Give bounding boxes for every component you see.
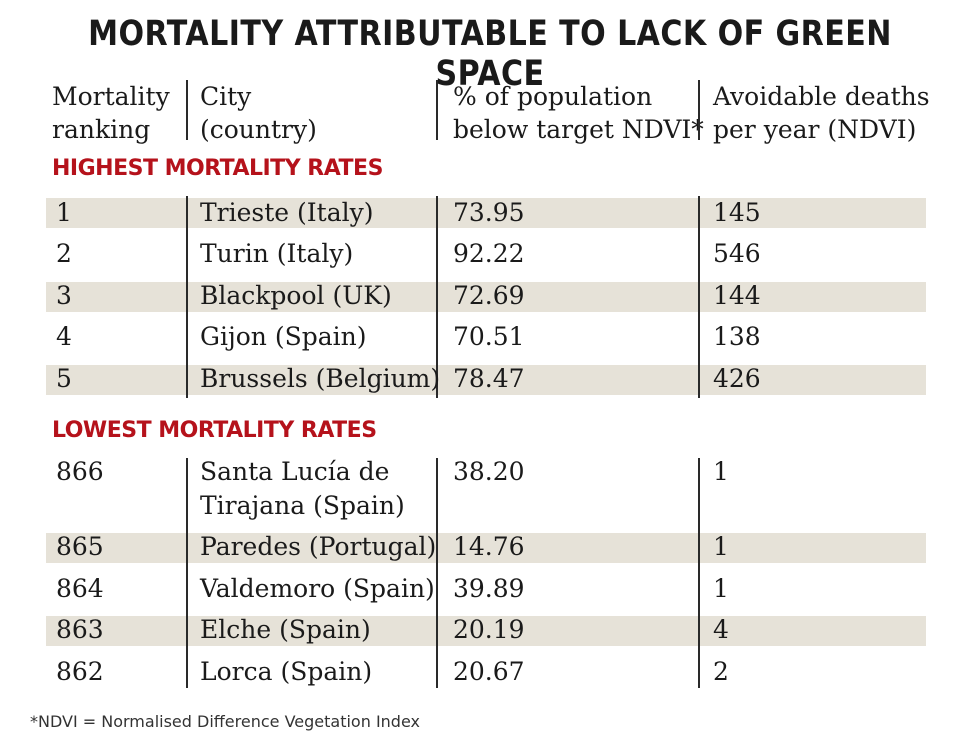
city-cell: Elche (Spain) [200,615,371,644]
rank-cell: 865 [56,532,104,561]
pct-cell: 78.47 [453,364,525,393]
rank-cell: 866 [56,457,104,486]
pct-cell: 70.51 [453,322,525,351]
column-divider [186,458,188,688]
header-deaths: Avoidable deaths per year (NDVI) [713,80,930,146]
column-divider [698,196,700,398]
header-city-line1: City [200,82,252,111]
rank-cell: 2 [56,239,72,268]
city-cell: Blackpool (UK) [200,281,392,310]
city-cell: Santa Lucía de [200,457,390,486]
header-ranking: Mortality ranking [52,80,170,146]
row-band [46,533,926,563]
deaths-cell: 2 [713,657,729,686]
header-ranking-line1: Mortality [52,82,170,111]
footnote: *NDVI = Normalised Difference Vegetation… [30,712,420,731]
row-band [46,198,926,228]
city-cell-continued: Tirajana (Spain) [200,491,405,520]
header-divider [436,80,438,140]
column-divider [436,458,438,688]
pct-cell: 38.20 [453,457,525,486]
header-ranking-line2: ranking [52,115,151,144]
table-title: MORTALITY ATTRIBUTABLE TO LACK OF GREEN … [88,14,892,94]
header-pct-line2: below target NDVI* [453,115,704,144]
deaths-cell: 426 [713,364,761,393]
deaths-cell: 546 [713,239,761,268]
city-cell: Turin (Italy) [200,239,354,268]
city-cell: Lorca (Spain) [200,657,373,686]
column-divider [186,196,188,398]
deaths-cell: 145 [713,198,761,227]
pct-cell: 73.95 [453,198,525,227]
header-pct-line1: % of population [453,82,653,111]
city-cell: Trieste (Italy) [200,198,374,227]
header-divider [698,80,700,140]
column-divider [698,458,700,688]
rank-cell: 1 [56,198,72,227]
deaths-cell: 1 [713,457,729,486]
header-deaths-line2: per year (NDVI) [713,115,917,144]
row-band [46,282,926,312]
header-city-line2: (country) [200,115,317,144]
pct-cell: 39.89 [453,574,525,603]
city-cell: Valdemoro (Spain) [200,574,435,603]
pct-cell: 14.76 [453,532,525,561]
city-cell: Paredes (Portugal) [200,532,437,561]
rank-cell: 5 [56,364,72,393]
deaths-cell: 4 [713,615,729,644]
pct-cell: 72.69 [453,281,525,310]
header-divider [186,80,188,140]
pct-cell: 20.67 [453,657,525,686]
city-cell: Brussels (Belgium) [200,364,441,393]
header-city: City (country) [200,80,317,146]
column-divider [436,196,438,398]
row-band [46,616,926,646]
rank-cell: 863 [56,615,104,644]
rank-cell: 864 [56,574,104,603]
deaths-cell: 1 [713,532,729,561]
city-cell: Gijon (Spain) [200,322,367,351]
pct-cell: 92.22 [453,239,525,268]
rank-cell: 4 [56,322,72,351]
header-pct: % of population below target NDVI* [453,80,704,146]
rank-cell: 862 [56,657,104,686]
deaths-cell: 138 [713,322,761,351]
rank-cell: 3 [56,281,72,310]
header-deaths-line1: Avoidable deaths [713,82,930,111]
pct-cell: 20.19 [453,615,525,644]
section-label-lowest: LOWEST MORTALITY RATES [52,418,377,443]
section-label-highest: HIGHEST MORTALITY RATES [52,156,383,181]
row-band [46,365,926,395]
deaths-cell: 144 [713,281,761,310]
deaths-cell: 1 [713,574,729,603]
